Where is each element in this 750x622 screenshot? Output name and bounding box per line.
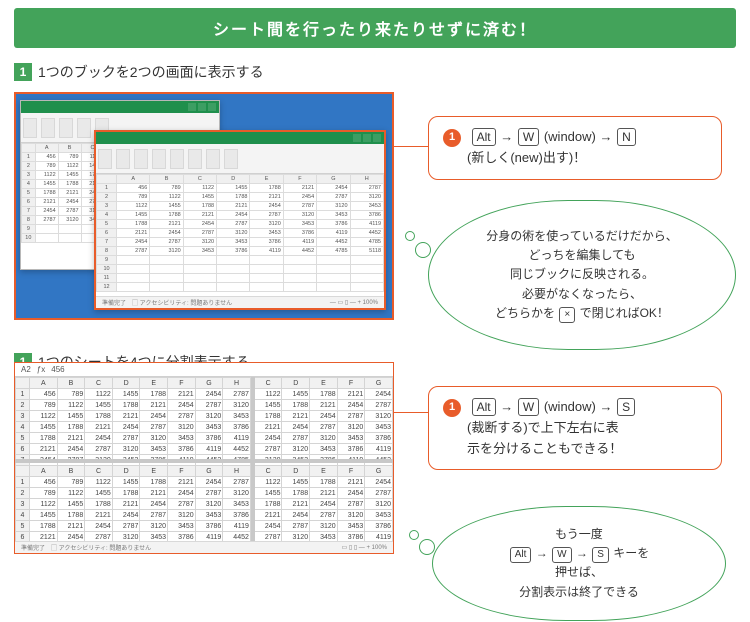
key-close: × bbox=[559, 307, 575, 323]
status-text: 準備完了 ▢ アクセシビリティ: 問題ありません bbox=[102, 298, 232, 307]
callout-step2: 1 Alt → W (window) → S (裁断する)で上下左右に表 示を分… bbox=[428, 386, 722, 470]
connector-1 bbox=[394, 146, 428, 147]
key-s: S bbox=[617, 398, 635, 416]
callout2-line3: 示を分けることもできる！ bbox=[443, 439, 707, 460]
key-w-3: W bbox=[552, 547, 571, 563]
connector-2 bbox=[394, 412, 428, 413]
callout1-number: 1 bbox=[443, 129, 461, 147]
cell-ref: A2 bbox=[21, 365, 31, 374]
key-s-2: S bbox=[592, 547, 609, 563]
key-w-2: W bbox=[518, 398, 539, 416]
callout-step1: 1 Alt → W (window) → N (新しく(new)出す)！ bbox=[428, 116, 722, 180]
page-header: シート間を行ったり来たりせずに済む！ bbox=[14, 8, 736, 48]
section1-heading: 1 1つのブックを2つの画面に表示する bbox=[14, 62, 750, 82]
cell-val: 456 bbox=[51, 365, 64, 374]
speech-bubble-2: もう一度 Alt → W → S キーを 押せば、 分割表示は終了できる bbox=[432, 506, 726, 621]
key-alt: Alt bbox=[472, 128, 496, 146]
speech-bubble-1: 分身の術を使っているだけだから、 どっちを編集しても 同じブックに反映される。 … bbox=[428, 200, 736, 350]
excel-window-front: ABCDEFGH14567891122145517882121245427872… bbox=[94, 130, 386, 310]
callout2-number: 1 bbox=[443, 399, 461, 417]
callout1-line2: (新しく(new)出す)！ bbox=[443, 148, 707, 169]
key-alt-3: Alt bbox=[510, 547, 532, 563]
key-w: W bbox=[518, 128, 539, 146]
key-n: N bbox=[617, 128, 636, 146]
section1-badge: 1 bbox=[14, 63, 32, 81]
screenshot-split-sheet: A2 ƒx 456 ABCDEFGHCDEFG14567891122145517… bbox=[14, 362, 394, 554]
callout2-line2: (裁断する)で上下左右に表 bbox=[443, 418, 707, 439]
status-text-2: 準備完了 ▢ アクセシビリティ: 問題ありません bbox=[21, 543, 151, 552]
section1-title: 1つのブックを2つの画面に表示する bbox=[38, 62, 264, 82]
screenshot-two-windows: ABCDEFGH14567891122145517882121245427872… bbox=[14, 92, 394, 320]
key-alt-2: Alt bbox=[472, 398, 496, 416]
